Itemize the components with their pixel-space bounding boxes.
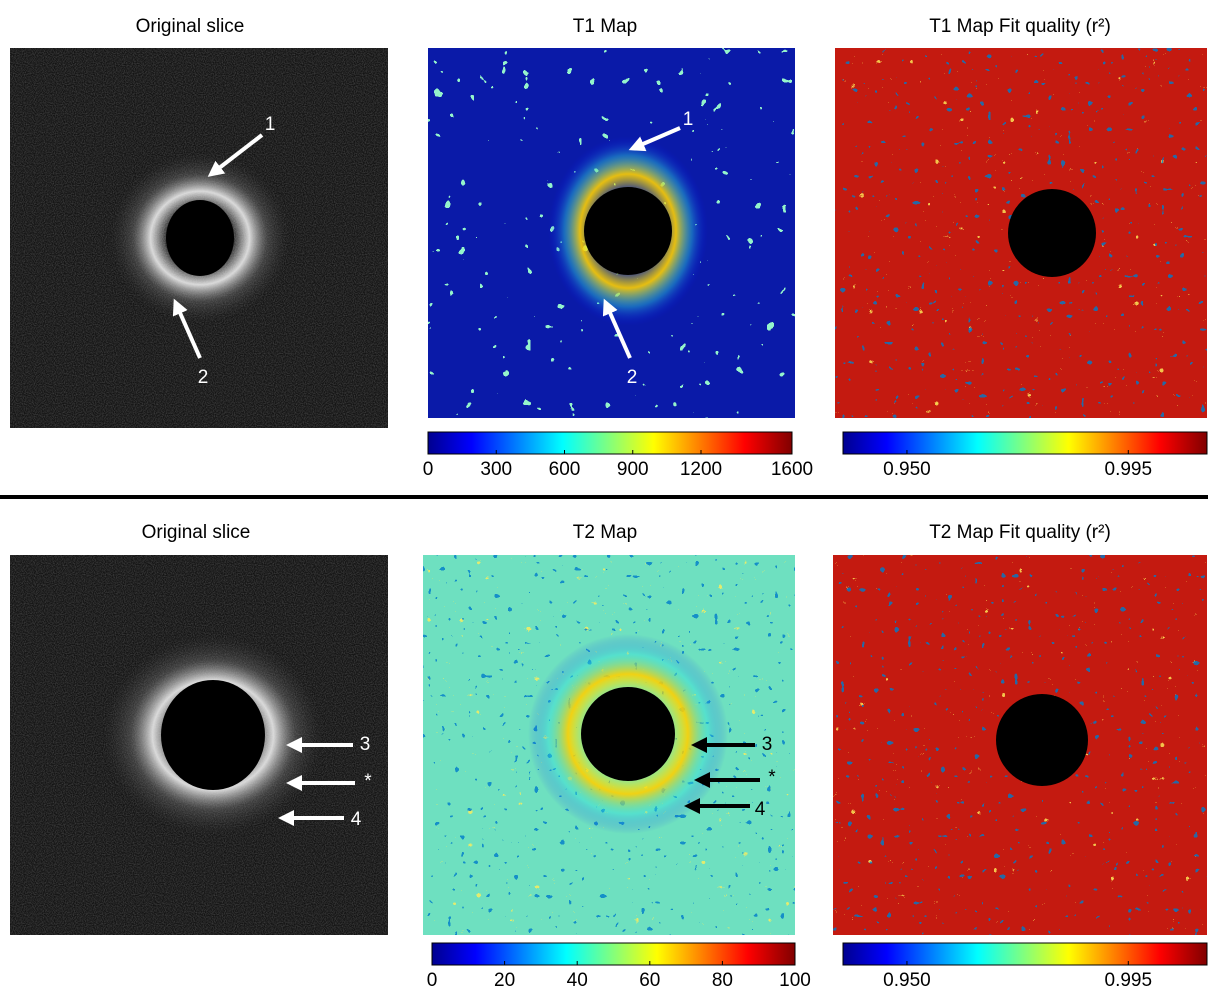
annotation-label: 2	[198, 367, 209, 388]
annotation-label: 3	[762, 734, 773, 755]
colorbar-tick-label: 1200	[680, 459, 722, 480]
image	[428, 48, 795, 418]
colorbar-tick-label: 900	[617, 459, 649, 480]
image	[833, 555, 1207, 935]
annotation-label: *	[364, 771, 372, 792]
annotation-label: 1	[265, 114, 276, 135]
colorbar-tick-label: 60	[639, 970, 660, 991]
colorbar-tick-label: 40	[567, 970, 588, 991]
colorbar-tick-label: 0.995	[1105, 970, 1153, 991]
colorbar	[843, 432, 1207, 454]
panel: T2 Map Fit quality (r²) 0.950 0.995	[833, 522, 1207, 991]
panel: T1 Map Fit quality (r²) 0.950 0.995	[835, 16, 1207, 480]
annotation-label: *	[768, 767, 776, 788]
colorbar-tick-label: 0	[423, 459, 434, 480]
lumen	[161, 680, 265, 790]
colorbar-tick-label: 300	[480, 459, 512, 480]
colorbar	[428, 432, 792, 454]
colorbar-tick-label: 600	[549, 459, 581, 480]
lumen	[581, 687, 675, 781]
panel-title: T1 Map Fit quality (r²)	[929, 16, 1111, 37]
panel: Original slice 3 *4	[10, 522, 388, 935]
panel: T1 Map 1 2 0 300 600 900 1200 1600	[423, 16, 813, 480]
panel-title: Original slice	[136, 16, 245, 37]
colorbar	[432, 943, 795, 965]
panel-title: T2 Map	[573, 522, 637, 543]
colorbar-tick-label: 0.995	[1105, 459, 1153, 480]
panel: Original slice 1 2	[10, 16, 388, 428]
panel-title: T2 Map Fit quality (r²)	[929, 522, 1111, 543]
annotation-label: 2	[627, 367, 638, 388]
annotation-label: 3	[360, 734, 371, 755]
lumen	[584, 187, 672, 275]
colorbar-tick-label: 80	[712, 970, 733, 991]
lumen	[166, 200, 234, 276]
figure: Original slice12T1 Map120300600900120016…	[0, 0, 1208, 992]
colorbar-tick-label: 100	[779, 970, 811, 991]
colorbar-tick-label: 0.950	[883, 459, 931, 480]
panel-title: T1 Map	[573, 16, 637, 37]
panel-title: Original slice	[142, 522, 251, 543]
image	[835, 48, 1207, 418]
annotation-label: 4	[755, 799, 766, 820]
colorbar-tick-label: 0	[427, 970, 438, 991]
annotation-label: 1	[683, 109, 694, 130]
lumen	[1008, 189, 1096, 277]
annotation-label: 4	[351, 809, 362, 830]
colorbar-tick-label: 1600	[771, 459, 813, 480]
colorbar-tick-label: 20	[494, 970, 515, 991]
lumen	[996, 694, 1088, 786]
colorbar	[843, 943, 1207, 965]
colorbar-tick-label: 0.950	[883, 970, 931, 991]
